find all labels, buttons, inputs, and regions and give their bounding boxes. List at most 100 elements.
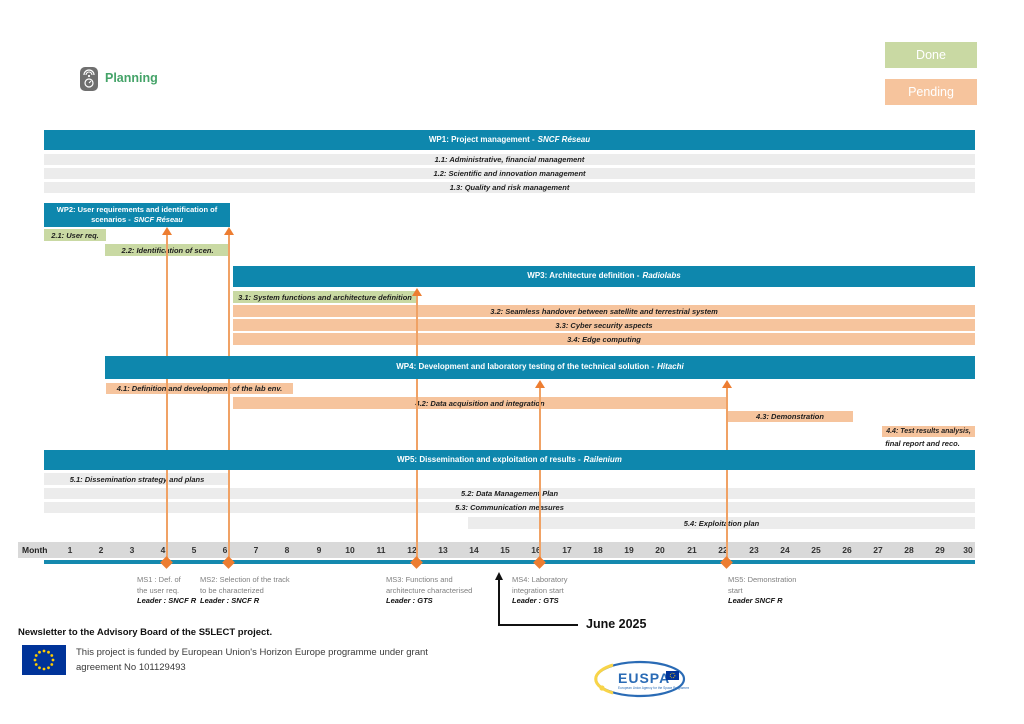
month-7: 7 xyxy=(253,545,259,555)
month-26: 26 xyxy=(842,545,852,555)
ms1-line xyxy=(166,235,168,560)
wp2-leader: SNCF Réseau xyxy=(133,215,183,224)
wp2-title: WP2: User requirements and identificatio… xyxy=(56,205,218,224)
ms4-line2: integration start xyxy=(512,585,564,595)
wp2-header-bar: WP2: User requirements and identificatio… xyxy=(44,203,230,227)
ms5-diamond-icon xyxy=(720,556,733,569)
month-24: 24 xyxy=(780,545,790,555)
legend-done: Done xyxy=(885,42,977,68)
month-30: 30 xyxy=(963,545,973,555)
ms5-line2: start xyxy=(728,585,743,595)
milestone-ms3: MS3: Functions and architecture characte… xyxy=(386,575,494,607)
wp1-title: WP1: Project management - xyxy=(428,134,535,144)
month-2: 2 xyxy=(98,545,104,555)
wp3-leader: Radiolabs xyxy=(642,271,681,281)
wp1-leader: SNCF Réseau xyxy=(537,134,591,144)
task-bar-3-2: 3.2: Seamless handover between satellite… xyxy=(233,305,975,317)
task-bar-5-3: 5.3: Communication measures xyxy=(44,502,975,513)
wp3-header-bar: WP3: Architecture definition - Radiolabs xyxy=(233,266,975,287)
newsletter-caption: Newsletter to the Advisory Board of the … xyxy=(18,627,273,638)
month-10: 10 xyxy=(345,545,355,555)
ms2-arrow-icon xyxy=(224,227,234,235)
month-9: 9 xyxy=(316,545,322,555)
ms4-diamond-icon xyxy=(533,556,546,569)
month-27: 27 xyxy=(873,545,883,555)
wp4-header-bar: WP4: Development and laboratory testing … xyxy=(105,356,975,379)
task-4-4-line2: final report and reco. xyxy=(885,439,960,448)
task-bar-5-2: 5.2: Data Management Plan xyxy=(44,488,975,499)
month-29: 29 xyxy=(935,545,945,555)
task-bar-1-1: 1.1: Administrative, financial managemen… xyxy=(44,154,975,165)
ms1-line1: MS1 : Def. of xyxy=(137,575,181,584)
funding-statement: This project is funded by European Union… xyxy=(76,647,428,673)
month-3: 3 xyxy=(129,545,135,555)
annotation-line-vertical xyxy=(498,580,500,626)
month-21: 21 xyxy=(687,545,697,555)
month-8: 8 xyxy=(284,545,290,555)
month-axis-label: Month xyxy=(22,545,48,555)
annotation-line-horizontal xyxy=(498,624,578,626)
ms5-leader: Leader SNCF R xyxy=(728,596,783,605)
wp3-title: WP3: Architecture definition - xyxy=(527,271,640,281)
task-bar-5-1: 5.1: Dissemination strategy and plans xyxy=(44,473,230,485)
ms4-leader: Leader : GTS xyxy=(512,596,559,605)
month-11: 11 xyxy=(376,545,386,555)
month-23: 23 xyxy=(749,545,759,555)
ms3-line xyxy=(416,296,418,560)
task-bar-2-1: 2.1: User req. xyxy=(44,229,106,241)
ms4-arrow-icon xyxy=(535,380,545,388)
legend-pending: Pending xyxy=(885,79,977,105)
ms5-line xyxy=(726,388,728,560)
ms3-line1: MS3: Functions and xyxy=(386,575,453,584)
month-axis-band xyxy=(18,542,975,558)
wp4-leader: Hitachi xyxy=(657,362,684,372)
wp5-header-bar: WP5: Dissemination and exploitation of r… xyxy=(44,450,975,470)
month-18: 18 xyxy=(593,545,603,555)
month-25: 25 xyxy=(811,545,821,555)
month-12: 12 xyxy=(407,545,417,555)
page-title: Planning xyxy=(105,71,158,85)
euspa-tagline: European Union Agency for the Space Prog… xyxy=(618,686,689,690)
planning-timer-icon xyxy=(80,67,98,91)
task-bar-1-3: 1.3: Quality and risk management xyxy=(44,182,975,193)
task-bar-4-4: 4.4: Test results analysis, xyxy=(882,426,975,437)
task-bar-1-2: 1.2: Scientific and innovation managemen… xyxy=(44,168,975,179)
wp4-title: WP4: Development and laboratory testing … xyxy=(396,362,655,372)
euspa-wordmark: EUSPA xyxy=(618,670,670,686)
month-14: 14 xyxy=(469,545,479,555)
month-16: 16 xyxy=(531,545,541,555)
month-20: 20 xyxy=(655,545,665,555)
timeline-bar xyxy=(44,560,975,564)
ms3-line2: architecture characterised xyxy=(386,585,473,595)
ms5-line1: MS5: Demonstration xyxy=(728,575,797,584)
ms2-line xyxy=(228,235,230,560)
task-bar-3-1: 3.1: System functions and architecture d… xyxy=(233,291,417,303)
task-bar-3-4: 3.4: Edge computing xyxy=(233,333,975,345)
ms3-leader: Leader : GTS xyxy=(386,596,433,605)
task-bar-4-1: 4.1: Definition and development of the l… xyxy=(106,383,293,394)
ms2-line1: MS2: Selection of the track xyxy=(200,575,290,584)
wp5-title: WP5: Dissemination and exploitation of r… xyxy=(397,454,581,464)
ms2-line2: to be characterized xyxy=(200,585,264,595)
wp5-leader: Railenium xyxy=(583,454,622,464)
annotation-june-2025: June 2025 xyxy=(586,617,647,631)
ms1-line2: the user req. xyxy=(137,585,180,595)
month-4: 4 xyxy=(160,545,166,555)
ms4-line1: MS4: Laboratory xyxy=(512,575,568,584)
month-15: 15 xyxy=(500,545,510,555)
month-13: 13 xyxy=(438,545,448,555)
ms1-arrow-icon xyxy=(162,227,172,235)
milestone-ms2: MS2: Selection of the track to be charac… xyxy=(200,575,318,607)
ms2-diamond-icon xyxy=(222,556,235,569)
ms5-arrow-icon xyxy=(722,380,732,388)
euspa-logo: EUSPA European Union Agency for the Spac… xyxy=(594,660,689,698)
task-bar-3-3: 3.3: Cyber security aspects xyxy=(233,319,975,331)
milestone-ms4: MS4: Laboratory integration start Leader… xyxy=(512,575,602,607)
ms4-line xyxy=(539,388,541,560)
month-1: 1 xyxy=(67,545,73,555)
month-6: 6 xyxy=(222,545,228,555)
ms3-diamond-icon xyxy=(410,556,423,569)
month-28: 28 xyxy=(904,545,914,555)
task-bar-4-3: 4.3: Demonstration xyxy=(727,411,853,422)
